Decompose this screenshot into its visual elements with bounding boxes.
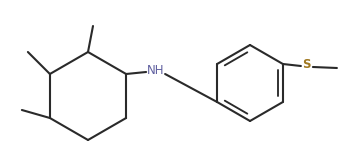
- Text: NH: NH: [147, 64, 164, 77]
- Text: S: S: [302, 58, 310, 72]
